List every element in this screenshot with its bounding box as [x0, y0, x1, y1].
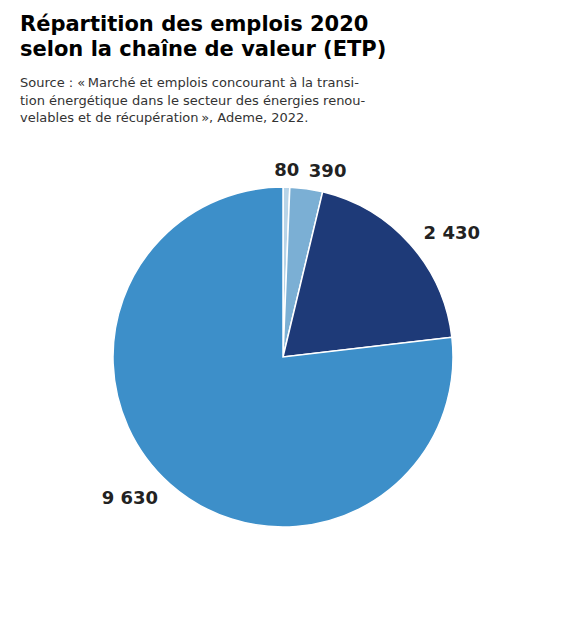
svg-text:390: 390 — [309, 160, 347, 181]
html-text:Source : « Marché et emplois c: Source : « Marché et emplois concourant … — [20, 75, 359, 91]
html-text:Répartition des emplois 2020: Répartition des emplois 2020 — [20, 12, 369, 36]
svg-text:2 430: 2 430 — [424, 222, 480, 243]
svg-text:80: 80 — [274, 159, 299, 180]
svg-text:9 630: 9 630 — [102, 487, 158, 508]
html-text:tion énergétique dans le secte: tion énergétique dans le secteur des éne… — [20, 92, 366, 108]
html-text:velables et de récupération »,: velables et de récupération », Ademe, 20… — [20, 110, 309, 126]
html-text:selon la chaîne de valeur (ETP: selon la chaîne de valeur (ETP) — [20, 37, 387, 62]
